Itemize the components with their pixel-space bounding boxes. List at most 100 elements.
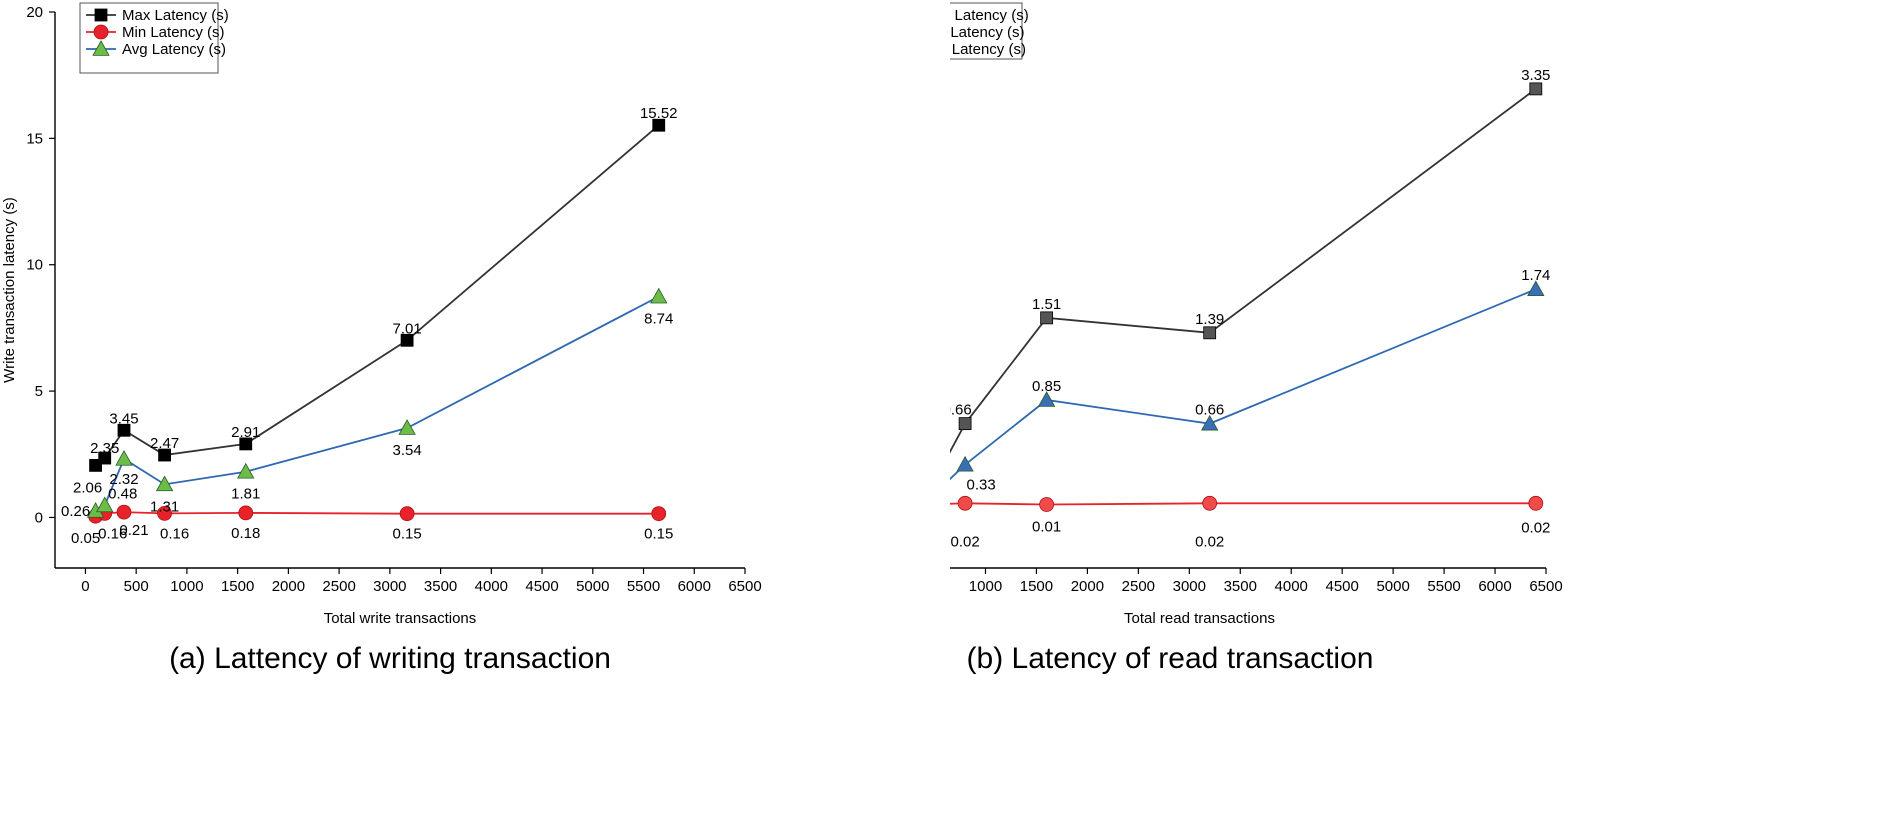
data-label: 1.81 — [231, 486, 260, 503]
series-line-2 — [95, 295, 660, 512]
x-tick-label: 6500 — [1529, 578, 1562, 595]
x-tick-label: 2500 — [1122, 578, 1155, 595]
data-point-square — [239, 437, 253, 451]
series-line-1 — [950, 502, 1536, 506]
series-line-0 — [95, 124, 660, 467]
data-label: 0.02 — [1521, 519, 1550, 536]
data-label: 0.33 — [967, 477, 996, 494]
series-line-1 — [95, 511, 659, 518]
data-point-triangle — [155, 475, 174, 492]
data-label: 2.35 — [90, 440, 119, 457]
y-axis-label: Write transaction latency (s) — [1, 197, 18, 383]
data-label: 8.74 — [644, 311, 673, 328]
data-point-triangle — [1201, 414, 1219, 431]
data-point-triangle — [115, 449, 133, 466]
data-label: 2.91 — [231, 424, 260, 441]
data-label: 0.66 — [950, 402, 972, 419]
data-label: 1.31 — [150, 498, 179, 515]
x-tick-label: 4500 — [525, 578, 558, 595]
data-label: 0.26 — [61, 503, 90, 520]
x-tick-label: 5500 — [627, 578, 660, 595]
data-point-circle — [157, 506, 172, 521]
data-point-circle — [238, 505, 254, 521]
data-label: 0.21 — [119, 522, 148, 539]
legend-label: Avg Latency (s) — [950, 41, 1026, 58]
x-tick-label: 1000 — [170, 578, 203, 595]
y-tick-label: 0 — [35, 509, 43, 526]
x-tick-label: 4000 — [475, 578, 508, 595]
x-tick-label: 1500 — [1020, 578, 1053, 595]
series-line-0 — [950, 88, 1537, 454]
chart-write-latency: 0 500 1000 1500 2000 2500 3000 3500 4000 4500 5000… — [1, 2, 762, 675]
data-point-circle — [116, 504, 132, 520]
data-label: 1.51 — [1032, 296, 1061, 313]
data-point-triangle — [96, 496, 114, 513]
data-label: 3.54 — [393, 442, 422, 459]
x-tick-label: 3500 — [424, 578, 457, 595]
data-label: 7.01 — [393, 320, 422, 337]
data-label: 2.06 — [73, 479, 102, 496]
x-tick-label: 3000 — [373, 578, 406, 595]
data-label: 0.16 — [160, 525, 189, 542]
x-tick-label: 6500 — [728, 578, 761, 595]
legend-marker-triangle — [92, 40, 110, 56]
data-point-triangle — [237, 462, 255, 479]
figure-caption: (b) Latency of read transaction — [967, 642, 1374, 675]
data-label: 0.85 — [1032, 378, 1061, 395]
data-point-circle — [1528, 495, 1544, 511]
data-label: 0.01 — [1032, 519, 1061, 536]
legend-label: Avg Latency (s) — [122, 41, 226, 58]
data-point-circle — [1202, 495, 1218, 511]
data-point-circle — [1039, 497, 1055, 512]
x-tick-label: 1500 — [221, 578, 254, 595]
x-tick-label: 4500 — [1325, 578, 1358, 595]
x-tick-label: 6000 — [1478, 578, 1511, 595]
data-label: 0.02 — [951, 533, 980, 550]
y-tick-label: 20 — [26, 4, 43, 21]
data-label: 0.05 — [71, 530, 100, 547]
data-point-square — [1040, 311, 1054, 325]
y-tick-label: 15 — [26, 130, 43, 147]
x-tick-label: 6000 — [678, 578, 711, 595]
data-point-square — [958, 417, 972, 431]
x-tick-label: 1000 — [969, 578, 1002, 595]
data-label: 0.02 — [1195, 533, 1224, 550]
x-tick-label: 2500 — [322, 578, 355, 595]
y-tick-label: 5 — [35, 383, 43, 400]
chart-read-latency: 0500100015002000250030003500400045005000… — [950, 2, 1563, 675]
series-line-2 — [950, 288, 1537, 481]
x-tick-label: 2000 — [1071, 578, 1104, 595]
data-point-square — [1203, 326, 1217, 340]
data-label: 0.15 — [644, 526, 673, 543]
legend-marker-square — [94, 8, 108, 22]
data-point-triangle — [1037, 391, 1056, 407]
legend-label: Max Latency (s) — [950, 7, 1029, 24]
x-axis-label: Total write transactions — [324, 610, 477, 627]
chart-group: 0 500 1000 1500 2000 2500 3000 3500 4000 4500 5000… — [1, 2, 762, 675]
data-label: 0.48 — [108, 485, 137, 502]
data-point-square — [98, 451, 112, 465]
data-label: 3.35 — [1521, 67, 1550, 84]
x-tick-label: 0 — [81, 578, 89, 595]
x-tick-label: 2000 — [272, 578, 305, 595]
data-label: 1.39 — [1195, 311, 1224, 328]
data-point-circle — [399, 506, 415, 522]
legend-label: Max Latency (s) — [122, 7, 229, 24]
data-label: 0.66 — [1195, 402, 1224, 419]
x-tick-label: 3500 — [1224, 578, 1257, 595]
data-label: 1.74 — [1521, 267, 1550, 284]
data-point-triangle — [1527, 280, 1545, 297]
data-label: 15.52 — [640, 105, 678, 122]
x-tick-label: 5000 — [1376, 578, 1409, 595]
data-label: 0.18 — [231, 525, 260, 542]
y-tick-label: 10 — [26, 257, 43, 274]
legend-label: Min Latency (s) — [122, 24, 225, 41]
data-point-square — [117, 423, 131, 437]
x-tick-label: 5000 — [576, 578, 609, 595]
legend-label: Min Latency (s) — [950, 24, 1025, 41]
data-point-triangle — [398, 419, 416, 435]
legend-marker-circle — [93, 24, 109, 40]
data-point-circle — [957, 495, 973, 511]
x-tick-label: 4000 — [1275, 578, 1308, 595]
x-tick-label: 500 — [124, 578, 149, 595]
